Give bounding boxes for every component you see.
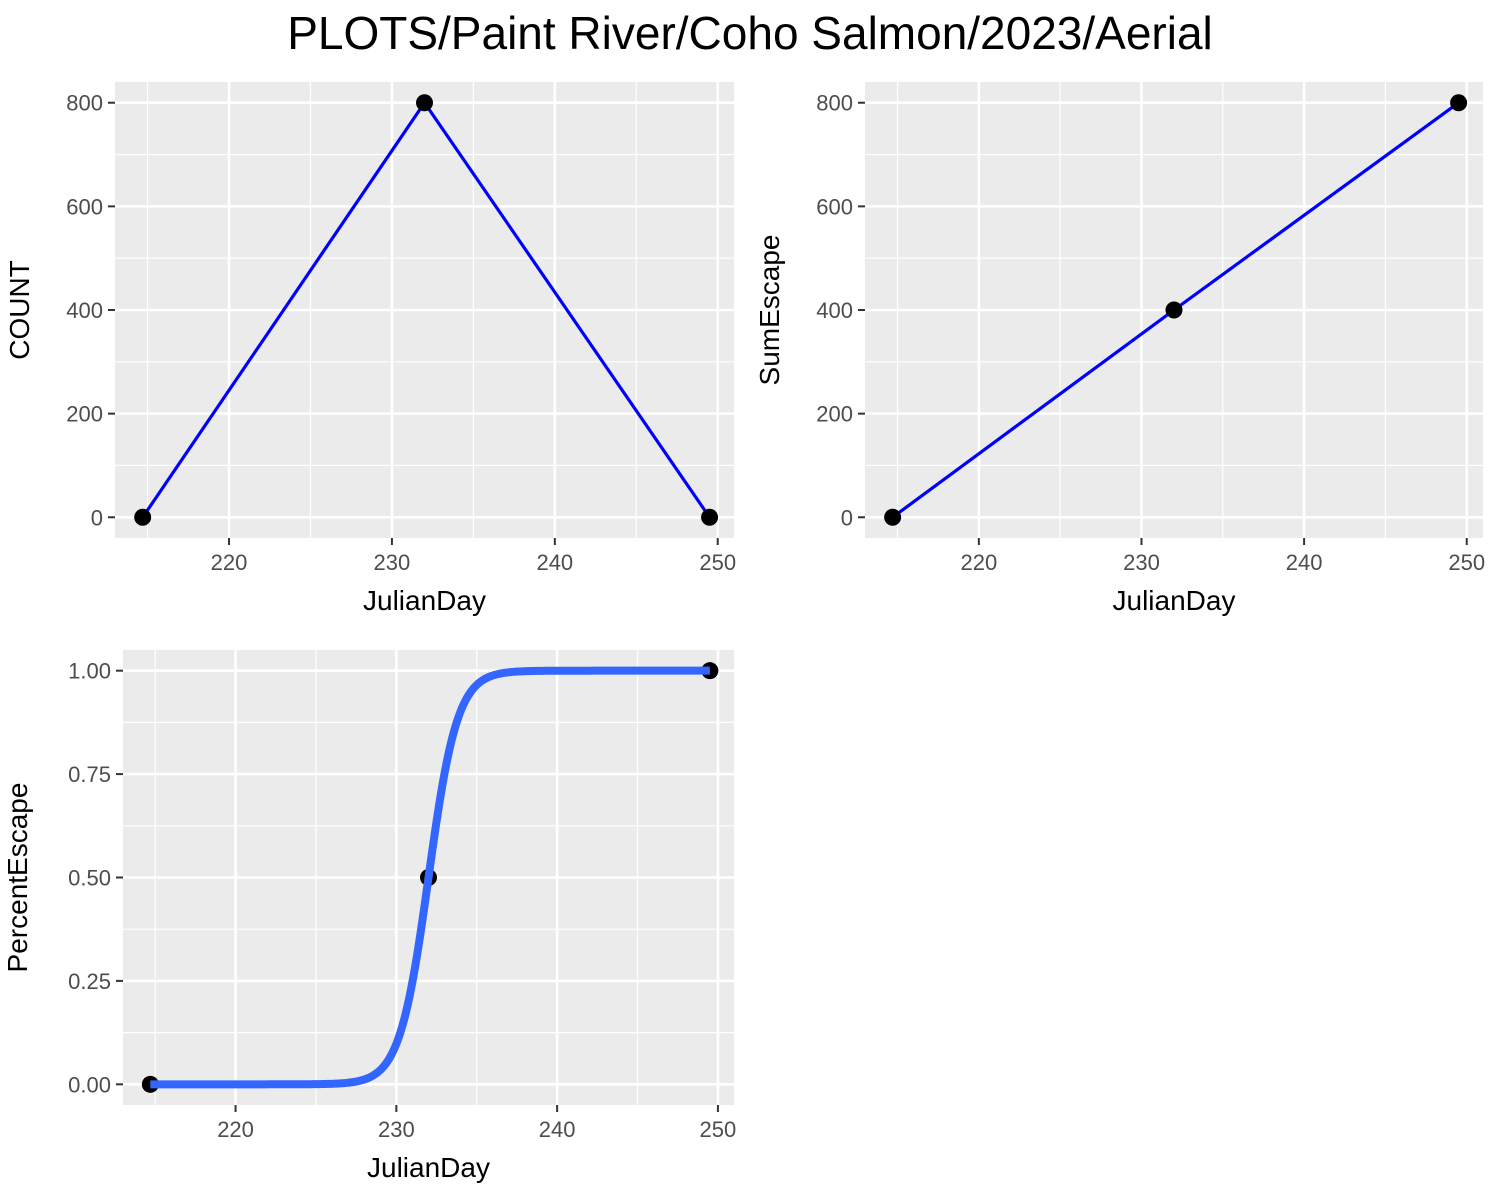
x-tick-label: 250 — [700, 1117, 737, 1142]
x-tick-label: 250 — [699, 550, 736, 575]
data-point — [134, 508, 152, 526]
y-tick-label: 600 — [66, 194, 103, 219]
x-axis-title: JulianDay — [367, 1152, 490, 1183]
chart-panel-3: 220 230 240 250 0.00 0.25 0.50 0.75 1.00 JulianDa… — [2, 650, 736, 1183]
y-tick-label: 200 — [816, 402, 853, 427]
chart-panel-2: 220 230 240 250 0 200 400 600 800 JulianDay SumEsc… — [754, 82, 1485, 616]
x-tick-label: 230 — [374, 550, 411, 575]
y-tick-label: 600 — [816, 194, 853, 219]
x-tick-label: 240 — [539, 1117, 576, 1142]
y-tick-label: 0.00 — [68, 1072, 111, 1097]
y-tick-label: 200 — [66, 402, 103, 427]
y-tick-label: 0 — [91, 505, 103, 530]
figure-title: PLOTS/Paint River/Coho Salmon/2023/Aeria… — [287, 7, 1213, 59]
chart-panel-1: 220 230 240 250 0 200 400 600 800 JulianDay COUNT — [4, 82, 736, 616]
y-tick-label: 1.00 — [68, 659, 111, 684]
x-axis-title: JulianDay — [363, 585, 486, 616]
y-tick-label: 800 — [66, 91, 103, 116]
x-tick-label: 230 — [1123, 550, 1160, 575]
x-tick-label: 220 — [217, 1117, 254, 1142]
x-tick-label: 230 — [378, 1117, 415, 1142]
y-tick-label: 0.50 — [68, 866, 111, 891]
y-axis-title: SumEscape — [754, 235, 785, 386]
y-tick-label: 0 — [841, 505, 853, 530]
y-axis-title: COUNT — [4, 260, 35, 360]
y-tick-label: 800 — [816, 91, 853, 116]
y-tick-label: 0.25 — [68, 969, 111, 994]
y-axis-title: PercentEscape — [2, 783, 33, 973]
y-tick-label: 400 — [816, 298, 853, 323]
y-tick-label: 0.75 — [68, 762, 111, 787]
data-point — [1450, 94, 1468, 112]
x-tick-label: 220 — [960, 550, 997, 575]
x-axis-title: JulianDay — [1113, 585, 1236, 616]
x-tick-label: 240 — [536, 550, 573, 575]
data-point — [416, 94, 433, 112]
y-tick-label: 400 — [66, 298, 103, 323]
fitted-curve — [148, 666, 713, 1089]
x-tick-label: 220 — [211, 550, 248, 575]
data-point — [884, 508, 902, 526]
x-tick-label: 250 — [1448, 550, 1485, 575]
data-point — [701, 508, 719, 526]
x-tick-label: 240 — [1286, 550, 1323, 575]
data-point — [1165, 301, 1183, 319]
